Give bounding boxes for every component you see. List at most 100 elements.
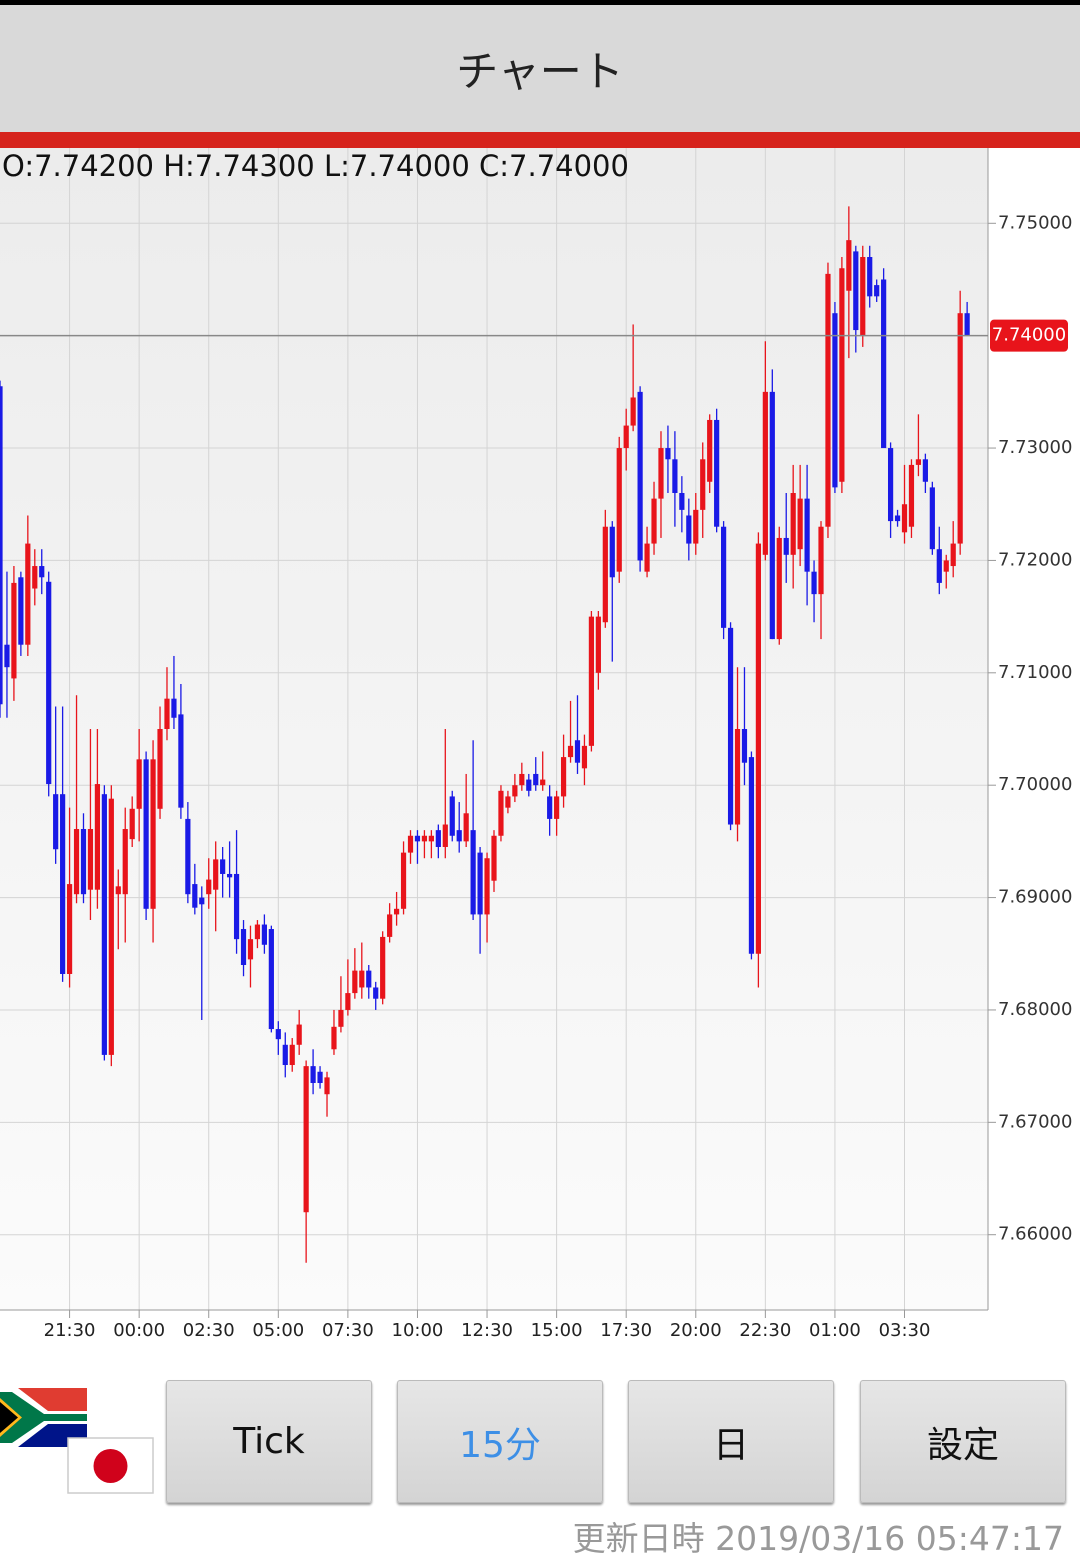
candle-body	[373, 987, 379, 999]
candle-body	[560, 757, 567, 797]
candle-body	[853, 251, 859, 331]
candle-body	[707, 419, 713, 482]
axes: 7.66000 7.67000 7.68000 7.69000 7.70000 7.710…	[0, 148, 1072, 1341]
15min-button[interactable]: 15分	[397, 1380, 603, 1503]
candle-body	[428, 835, 434, 842]
candle-body	[220, 859, 226, 874]
x-tick-label: 17:30	[600, 1320, 652, 1341]
y-tick-label: 7.72000	[998, 549, 1072, 570]
last-price-box	[990, 319, 1068, 352]
candle-body	[588, 616, 595, 746]
candle-body	[484, 858, 490, 915]
y-tick-label: 7.67000	[998, 1111, 1072, 1132]
candle-body	[776, 537, 782, 640]
candle-body	[143, 759, 149, 909]
candle-body	[331, 1026, 337, 1050]
candle-body	[421, 835, 428, 842]
x-tick-label: 01:00	[809, 1320, 861, 1341]
candle-body	[574, 740, 581, 763]
candle-body	[734, 729, 741, 825]
settings-button[interactable]: 設定	[860, 1380, 1066, 1503]
ohlc-label: O:7.74200 H:7.74300 L:7.74000 C:7.74000	[2, 149, 629, 183]
candle-body	[783, 537, 789, 555]
candle-body	[804, 498, 810, 572]
candle-body	[679, 493, 685, 510]
x-tick-label: 21:30	[44, 1320, 96, 1341]
chart: 7.66000 7.67000 7.68000 7.69000 7.70000 7.710…	[0, 148, 1072, 1341]
candle-body	[0, 386, 3, 705]
candle-body	[136, 759, 142, 809]
button-label: 15分	[459, 1424, 541, 1466]
update-label: 更新日時	[572, 1519, 705, 1558]
x-tick-label: 10:00	[392, 1320, 444, 1341]
candle-body	[400, 852, 407, 909]
candle-body	[936, 549, 942, 583]
candle-body	[846, 240, 852, 291]
candle-body	[407, 835, 414, 853]
y-tick-label: 7.68000	[998, 999, 1072, 1020]
candle-body	[950, 543, 956, 567]
candle-body	[268, 929, 274, 1030]
header: チャート	[0, 5, 1080, 132]
y-tick-label: 7.69000	[998, 887, 1072, 908]
candle-body	[122, 829, 128, 895]
x-tick-label: 07:30	[322, 1320, 374, 1341]
candle-body	[755, 543, 761, 954]
candle-body	[887, 448, 894, 522]
candle-body	[797, 498, 803, 550]
candle-body	[491, 835, 497, 881]
candle-body	[644, 543, 650, 572]
candle-body	[860, 257, 866, 336]
candle-body	[637, 391, 643, 561]
candle-body	[915, 459, 922, 465]
candle-body	[630, 397, 636, 426]
candle-body	[129, 808, 135, 840]
candle-body	[727, 627, 734, 825]
flag-jp	[67, 1437, 154, 1494]
candle-body	[380, 936, 386, 999]
x-tick-label: 15:00	[531, 1320, 583, 1341]
candle-body	[901, 504, 908, 533]
day-button[interactable]: 日	[628, 1380, 834, 1503]
candle-body	[623, 425, 629, 449]
candle-body	[602, 526, 608, 623]
candle-body	[317, 1071, 323, 1083]
candle-body	[463, 813, 469, 842]
candle-body	[192, 884, 198, 908]
candle-body	[498, 790, 504, 836]
candle-body	[867, 257, 873, 297]
candle-body	[80, 829, 87, 895]
candle-body	[672, 459, 678, 494]
x-tick-label: 12:30	[461, 1320, 513, 1341]
candle-body	[547, 796, 553, 819]
candle-body	[233, 873, 240, 940]
candle-body	[387, 914, 393, 937]
candle-body	[470, 830, 476, 915]
candle-body	[665, 448, 671, 460]
candle-body	[554, 796, 560, 819]
candle-body	[393, 908, 400, 915]
candle-body	[526, 779, 532, 791]
candle-body	[693, 509, 699, 544]
update-timestamp: 2019/03/16 05:47:17	[715, 1519, 1064, 1558]
candle-body	[894, 515, 901, 522]
grid	[0, 148, 988, 1310]
last-price-label: 7.74000	[992, 325, 1066, 346]
candle-body	[18, 577, 24, 645]
y-tick-label: 7.75000	[998, 212, 1072, 233]
candle-body	[811, 571, 817, 595]
y-tick-label: 7.71000	[998, 662, 1072, 683]
candle-body	[254, 924, 261, 940]
y-tick-label: 7.66000	[998, 1224, 1072, 1245]
candle-body	[943, 560, 949, 572]
candle-body	[53, 794, 59, 850]
candle-body	[533, 773, 539, 786]
candle-body	[922, 459, 928, 482]
candle-body	[449, 796, 455, 836]
candle-body	[567, 745, 574, 758]
candle-body	[658, 448, 664, 499]
candle-body	[352, 970, 358, 994]
candle-body	[199, 897, 205, 905]
accent-bar	[0, 132, 1080, 148]
tick-button[interactable]: Tick	[166, 1380, 372, 1503]
